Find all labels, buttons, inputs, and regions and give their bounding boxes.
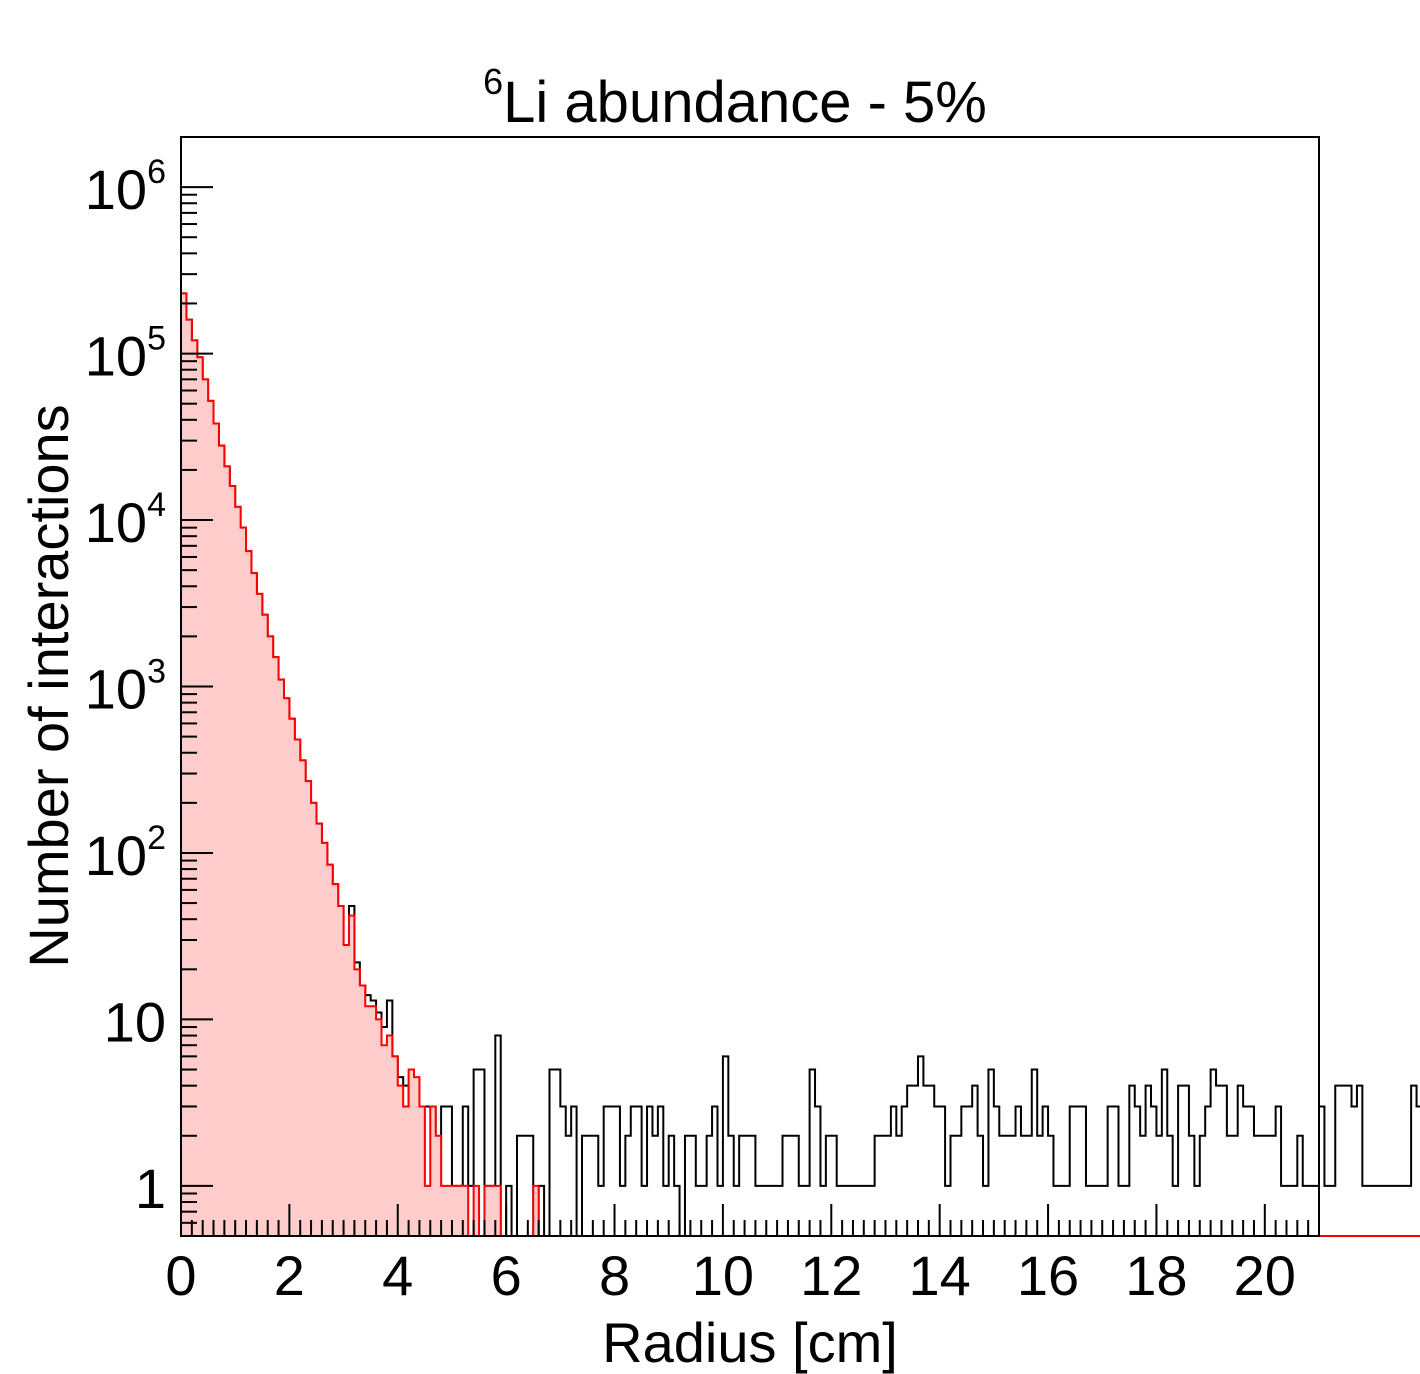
- y-axis-label: Number of interactions: [17, 404, 80, 967]
- plot-area: [180, 292, 1420, 1237]
- x-tick-label: 12: [800, 1244, 862, 1307]
- chart-title-text: Li abundance - 5%: [503, 70, 987, 135]
- x-axis-label: Radius [cm]: [602, 1311, 898, 1374]
- chart-title-superscript: 6: [483, 61, 503, 102]
- x-tick-label: 4: [382, 1244, 413, 1307]
- chart-title: 6Li abundance - 5%: [483, 61, 987, 135]
- x-tick-label: 18: [1125, 1244, 1187, 1307]
- series-1-fill: [181, 293, 1420, 1236]
- x-tick-label: 10: [692, 1244, 754, 1307]
- y-tick-label: 102: [85, 819, 166, 887]
- x-tick-label: 2: [274, 1244, 305, 1307]
- series-0-line: [180, 292, 1420, 1237]
- x-tick-label: 20: [1234, 1244, 1296, 1307]
- x-tick-label: 6: [491, 1244, 522, 1307]
- x-tick-label: 0: [165, 1244, 196, 1307]
- y-tick-label: 104: [85, 486, 166, 554]
- y-axis: 1 10 102 103 104 105 106: [85, 136, 213, 1237]
- y-tick-label: 1: [135, 1157, 166, 1220]
- x-axis: 0 2 4 6 8 10 12 14 16 18 20: [165, 1204, 1320, 1307]
- x-tick-label: 16: [1017, 1244, 1079, 1307]
- x-tick-label: 14: [909, 1244, 971, 1307]
- y-tick-label: 106: [85, 153, 166, 221]
- y-tick-label: 103: [85, 653, 166, 721]
- y-tick-label: 10: [104, 990, 166, 1053]
- y-tick-label: 105: [85, 320, 166, 388]
- x-tick-label: 8: [599, 1244, 630, 1307]
